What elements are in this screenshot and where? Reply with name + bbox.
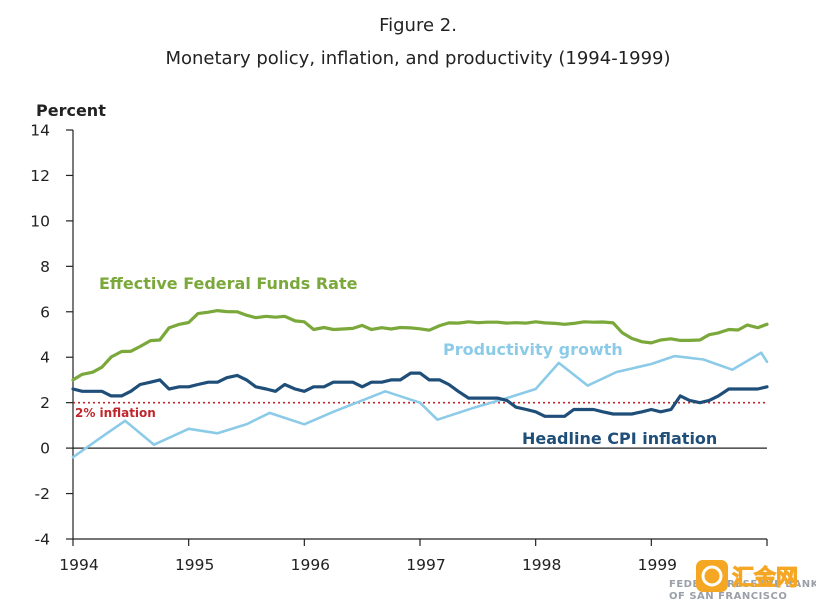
series-group bbox=[71, 309, 769, 459]
axes bbox=[66, 129, 768, 546]
logo-line1: FEDERAL RESERVE BANK bbox=[669, 579, 816, 590]
x-tick-label: 1998 bbox=[522, 556, 561, 574]
y-tick-label: 2 bbox=[40, 394, 50, 412]
watermark: 汇金网 bbox=[696, 560, 799, 592]
x-tick-label: 1994 bbox=[59, 556, 98, 574]
y-tick-label: 12 bbox=[30, 167, 50, 185]
tick-labels: -4 -2 0 2 4 6 8 10 12 14 1994 1995 1996 1997 1998 1999 bbox=[30, 122, 677, 575]
series-line-cpi bbox=[71, 371, 769, 418]
frbsf-logo: FEDERAL RESERVE BANK OF SAN FRANCISCO bbox=[669, 579, 816, 602]
series-label-cpi: Headline CPI inflation bbox=[522, 429, 717, 448]
y-tick-label: 6 bbox=[40, 303, 50, 321]
chart-subtitle: Monetary policy, inflation, and producti… bbox=[165, 48, 670, 69]
chart-title: Figure 2. bbox=[379, 15, 457, 36]
series-label-ffr: Effective Federal Funds Rate bbox=[99, 274, 358, 293]
series-line-ffr bbox=[71, 309, 769, 382]
logo-line2: OF SAN FRANCISCO bbox=[669, 591, 787, 602]
x-tick-label: 1999 bbox=[638, 556, 677, 574]
y-tick-label: 14 bbox=[30, 122, 50, 140]
series-line-productivity bbox=[71, 351, 769, 459]
series-label-productivity: Productivity growth bbox=[443, 340, 623, 359]
y-tick-label: 8 bbox=[40, 258, 50, 276]
x-tick-label: 1997 bbox=[406, 556, 445, 574]
y-axis-label: Percent bbox=[36, 101, 106, 120]
y-tick-label: 4 bbox=[40, 349, 50, 367]
x-tick-label: 1996 bbox=[291, 556, 330, 574]
reference-line-label: 2% inflation bbox=[75, 406, 156, 420]
x-tick-label: 1995 bbox=[175, 556, 214, 574]
watermark-text: 汇金网 bbox=[732, 565, 798, 591]
watermark-logo-icon bbox=[696, 560, 728, 592]
y-tick-label: 0 bbox=[40, 440, 50, 458]
y-tick-label: -2 bbox=[35, 485, 50, 503]
y-tick-label: -4 bbox=[35, 531, 50, 549]
watermark-logo-ring bbox=[701, 565, 723, 587]
y-tick-label: 10 bbox=[30, 212, 50, 230]
